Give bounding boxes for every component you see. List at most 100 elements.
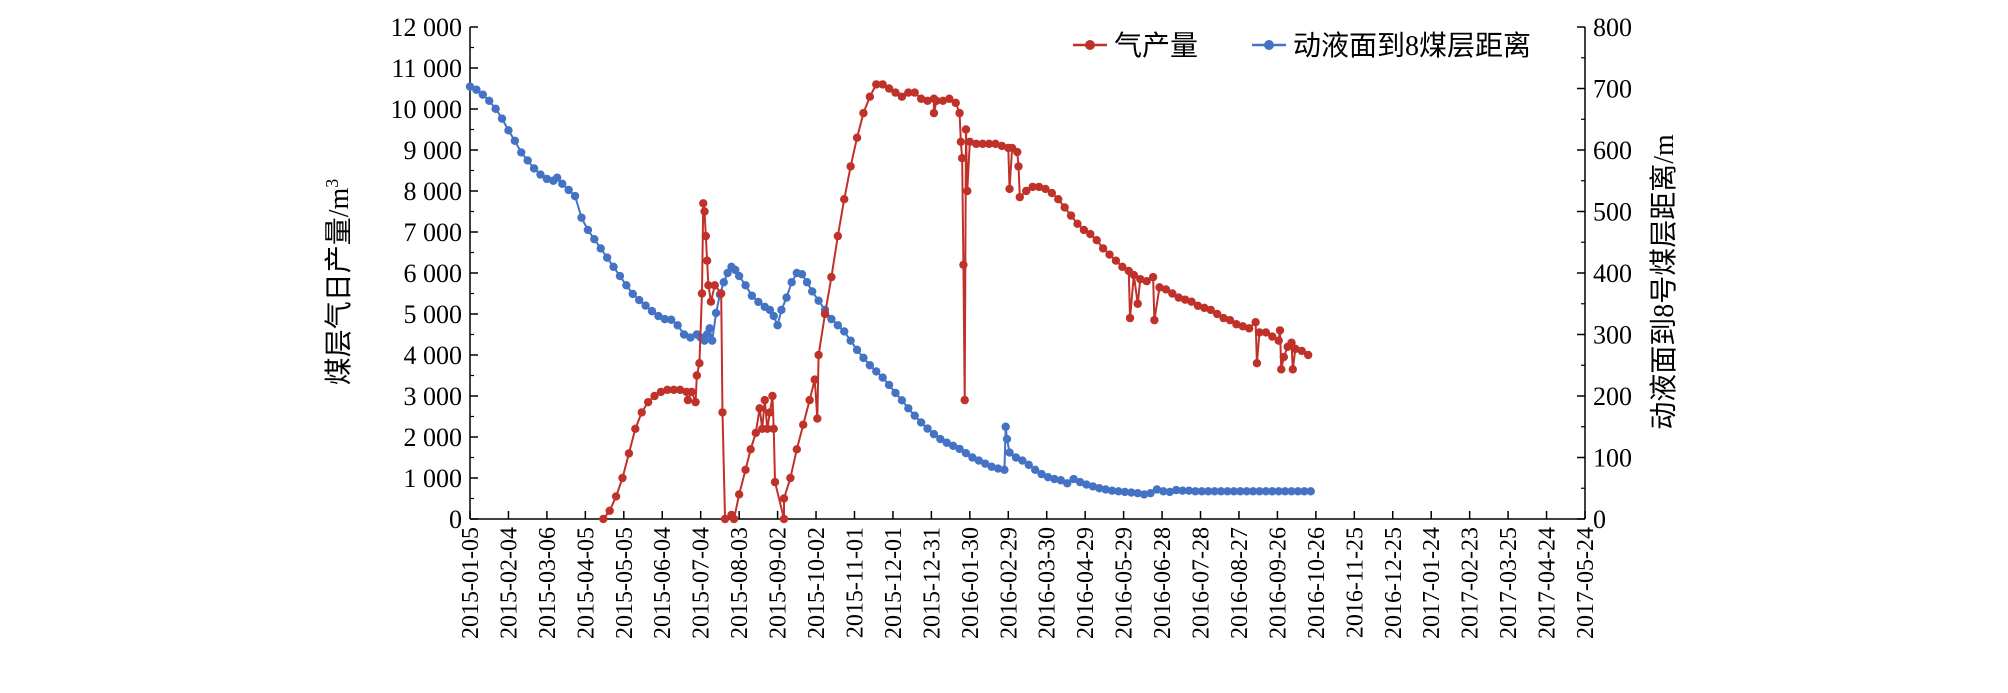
y-left-tick-label: 1 000 — [404, 464, 463, 493]
x-tick-label: 2016-05-29 — [1112, 527, 1138, 639]
data-point — [957, 154, 967, 163]
data-point — [997, 141, 1007, 151]
series-gas-production — [599, 80, 1313, 524]
data-point — [1050, 474, 1059, 484]
data-point — [1165, 487, 1174, 497]
data-point — [840, 327, 849, 336]
x-tick-label: 2015-07-04 — [689, 527, 715, 639]
data-point — [611, 492, 621, 501]
data-point — [641, 301, 650, 310]
data-point — [981, 459, 990, 468]
data-point — [719, 278, 728, 287]
data-point — [963, 186, 972, 196]
data-point — [904, 88, 913, 97]
x-tick-label: 2017-02-23 — [1458, 527, 1484, 639]
data-point — [599, 514, 608, 524]
x-tick-label: 2015-11-01 — [842, 527, 868, 638]
data-point — [755, 404, 764, 413]
data-point — [1073, 219, 1082, 228]
data-point — [1161, 285, 1171, 294]
data-point — [760, 395, 769, 405]
data-point — [552, 173, 562, 182]
data-point — [945, 94, 954, 103]
data-point — [891, 88, 900, 97]
data-point — [1063, 479, 1072, 488]
data-point — [1248, 487, 1258, 496]
y-left-tick-label: 8 000 — [404, 177, 463, 206]
y-left-tick-label: 9 000 — [404, 136, 463, 165]
data-point — [897, 92, 907, 101]
y-left-tick-label: 11 000 — [391, 54, 462, 83]
data-point — [1223, 487, 1232, 496]
data-point — [1274, 336, 1283, 345]
x-tick-label: 2017-01-24 — [1419, 527, 1445, 639]
y-axis-left-title-base: 煤层气日产量/m — [323, 188, 355, 386]
data-point — [1014, 162, 1023, 171]
data-point — [1105, 250, 1114, 259]
data-point — [802, 278, 812, 287]
data-point — [833, 231, 843, 241]
data-point — [1118, 262, 1127, 272]
data-point — [846, 336, 855, 345]
y-left-tick-label: 7 000 — [404, 218, 463, 247]
x-tick-label: 2016-07-28 — [1189, 527, 1215, 639]
data-point — [787, 278, 796, 287]
data-point — [717, 289, 726, 298]
data-point — [1174, 293, 1183, 302]
series-layer — [465, 80, 1315, 524]
data-point — [827, 314, 836, 324]
x-tick-label: 2016-02-29 — [996, 527, 1022, 639]
data-point — [656, 387, 666, 397]
y-right-tick-label: 600 — [1593, 136, 1632, 165]
data-point — [622, 281, 631, 290]
data-point — [859, 353, 868, 363]
data-point — [960, 395, 969, 405]
data-point — [910, 88, 919, 97]
y-right-tick-label: 700 — [1593, 75, 1632, 104]
x-tick-label: 2016-09-26 — [1265, 527, 1291, 639]
data-point — [961, 448, 971, 458]
data-point — [701, 231, 711, 241]
data-point — [710, 281, 719, 290]
data-point — [1005, 448, 1014, 457]
data-point — [1277, 365, 1286, 374]
data-point — [820, 309, 830, 319]
data-point — [807, 287, 817, 296]
data-point — [1288, 365, 1297, 374]
data-point — [734, 271, 744, 281]
x-tick-label: 2015-01-05 — [458, 527, 484, 639]
data-point — [1255, 328, 1264, 337]
data-point — [1180, 295, 1190, 304]
data-point — [708, 336, 717, 345]
data-point — [792, 445, 802, 454]
data-point — [472, 85, 481, 94]
data-point — [624, 449, 634, 458]
data-point — [618, 473, 627, 483]
y-left-tick-label: 5 000 — [404, 300, 463, 329]
data-point — [706, 297, 716, 306]
data-point — [705, 324, 714, 333]
data-point — [667, 315, 676, 324]
y-axis-left: 0 1 000 2 000 3 000 4 000 5 000 6 000 7 000 8 00… — [391, 13, 478, 534]
data-point — [1293, 487, 1303, 496]
data-point — [628, 289, 637, 299]
data-point — [1200, 303, 1209, 313]
data-point — [1159, 487, 1168, 496]
x-tick-label: 2015-12-31 — [919, 527, 945, 639]
data-point — [570, 191, 580, 201]
data-point — [1107, 486, 1117, 495]
data-point — [1178, 486, 1187, 495]
data-point — [754, 297, 763, 307]
data-point — [700, 207, 709, 216]
data-point — [1075, 477, 1085, 487]
y-left-tick-label: 2 000 — [404, 423, 463, 452]
data-point — [529, 164, 539, 173]
data-point — [654, 311, 663, 321]
data-point — [1197, 487, 1207, 496]
data-point — [747, 291, 757, 300]
y-axis-right-title: 动液面到8号煤层距离/m — [1648, 134, 1680, 430]
data-point — [1133, 299, 1142, 308]
series-fluid-level — [465, 82, 1315, 499]
x-tick-label: 2016-06-28 — [1150, 527, 1176, 639]
plot-frame — [469, 27, 1586, 520]
